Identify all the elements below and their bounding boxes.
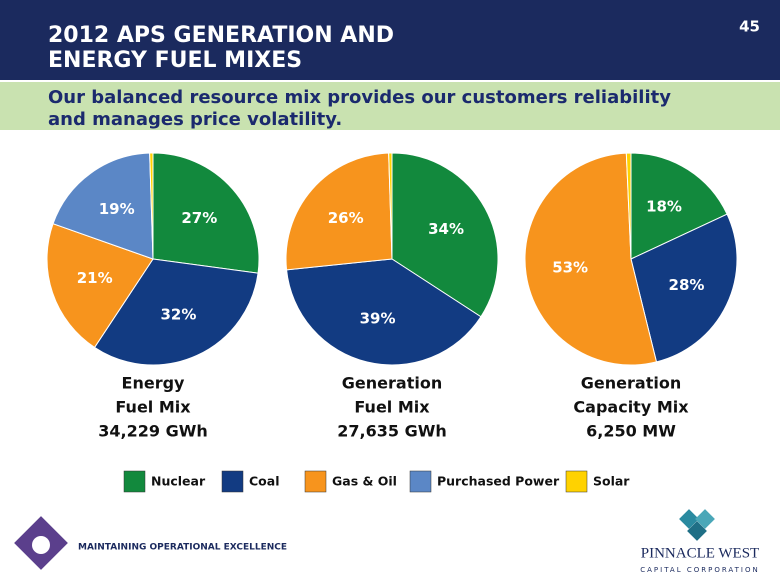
logo-mark [687, 521, 707, 541]
pie-slice [46, 223, 154, 349]
pie-slice [152, 152, 260, 274]
value-label: 28% [669, 276, 705, 294]
subtitle: Our balanced resource mix provides our c… [48, 87, 671, 108]
pie-slice [524, 152, 658, 366]
pie-title: Generation [342, 374, 442, 393]
pie-slice [388, 152, 393, 260]
title: ENERGY FUEL MIXES [48, 48, 302, 73]
pie-title: Capacity Mix [573, 398, 689, 417]
legend-label: Coal [249, 474, 279, 489]
subtitle: and manages price volatility. [48, 109, 342, 130]
value-label: 19% [99, 200, 135, 218]
value-label: 34% [428, 220, 464, 238]
page-number: 45 [739, 18, 760, 36]
pie-slice [630, 152, 728, 260]
footer-tagline: MAINTAINING OPERATIONAL EXCELLENCE [78, 543, 287, 553]
pie-title: Generation [581, 374, 681, 393]
pie-title: Fuel Mix [354, 398, 430, 417]
value-label: 27% [181, 209, 217, 227]
value-label: 18% [646, 198, 682, 216]
pie-slice [93, 258, 259, 366]
pie-slice [285, 152, 393, 271]
value-label: 26% [328, 209, 364, 227]
logo-sub: CAPITAL CORPORATION [640, 566, 760, 574]
value-label: 32% [160, 305, 196, 323]
legend-label: Gas & Oil [332, 474, 397, 489]
value-label: 39% [360, 309, 396, 327]
pie-slice [52, 152, 154, 260]
legend-label: Solar [593, 474, 630, 489]
title: 2012 APS GENERATION AND [48, 23, 394, 48]
legend-label: Purchased Power [437, 474, 560, 489]
legend-swatch [123, 470, 146, 493]
pie-title: Energy [122, 374, 186, 393]
logo-name: PINNACLE WEST [641, 545, 759, 561]
pie-slice [286, 258, 482, 366]
value-label: 53% [552, 258, 588, 276]
legend-swatch [409, 470, 432, 493]
pie-subtitle: 34,229 GWh [98, 422, 207, 441]
pie-slice [149, 152, 154, 260]
pie-subtitle: 27,635 GWh [337, 422, 446, 441]
badge-icon [32, 536, 50, 554]
header-band [0, 0, 780, 80]
pie-slice [630, 213, 738, 363]
pie-subtitle: 6,250 MW [586, 422, 676, 441]
legend-label: Nuclear [151, 474, 206, 489]
legend-swatch [304, 470, 327, 493]
value-label: 21% [77, 269, 113, 287]
subtitle-band [0, 82, 780, 130]
pie-title: Fuel Mix [115, 398, 191, 417]
legend-swatch [565, 470, 588, 493]
pie-slice [625, 152, 632, 260]
legend-swatch [221, 470, 244, 493]
